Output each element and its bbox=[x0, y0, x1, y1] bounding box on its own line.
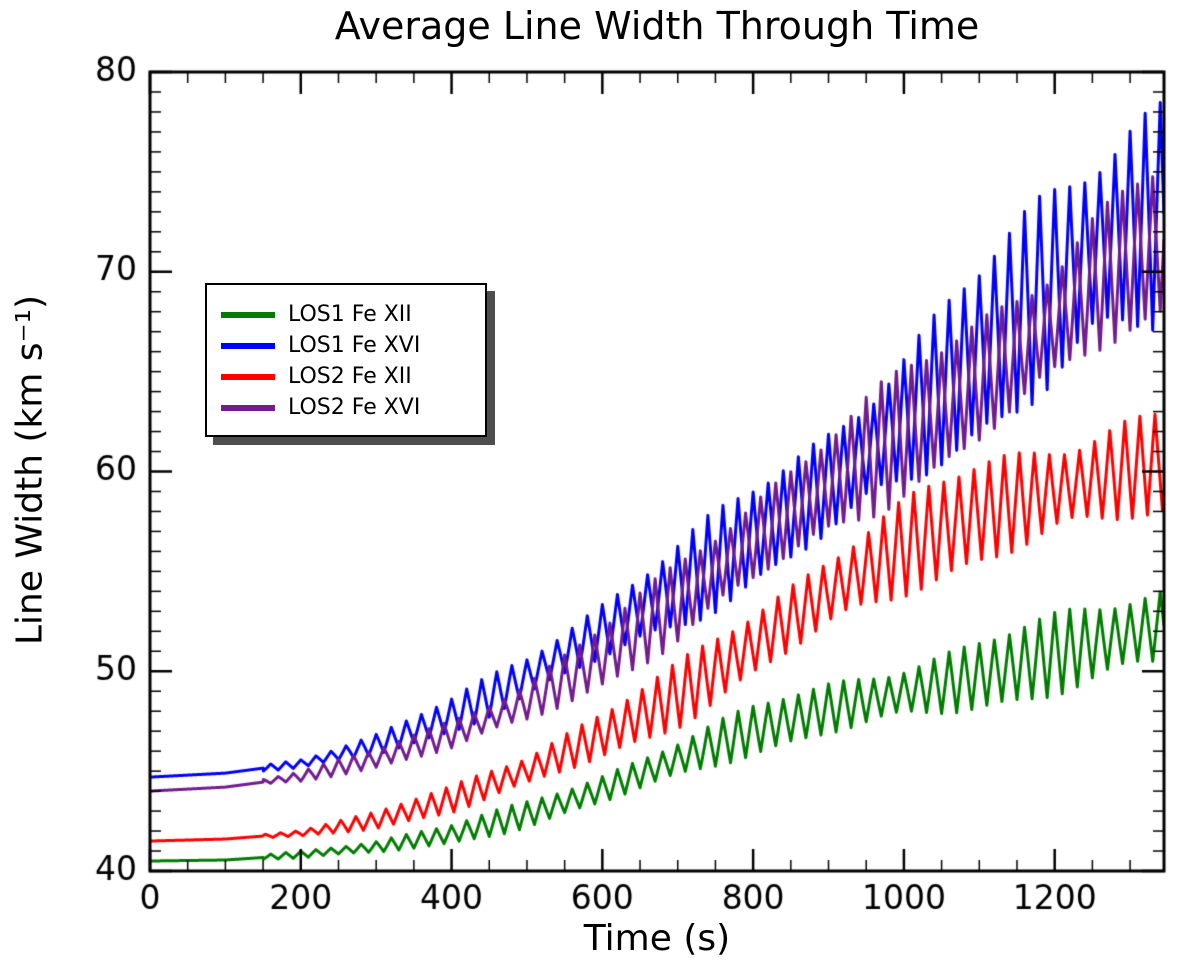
legend-item: LOS1 Fe XVI bbox=[221, 330, 473, 361]
legend-line-swatch bbox=[221, 311, 275, 318]
legend: LOS1 Fe XII LOS1 Fe XVI LOS2 Fe XII LOS2… bbox=[205, 283, 487, 437]
legend-label: LOS1 Fe XVI bbox=[288, 332, 421, 358]
x-axis-label: Time (s) bbox=[583, 918, 731, 959]
legend-label: LOS1 Fe XII bbox=[288, 301, 412, 327]
legend-line-swatch bbox=[221, 342, 275, 349]
legend-label: LOS2 Fe XII bbox=[288, 363, 412, 389]
legend-label: LOS2 Fe XVI bbox=[288, 394, 421, 420]
legend-line-swatch bbox=[221, 373, 275, 380]
legend-item: LOS2 Fe XII bbox=[221, 361, 473, 392]
legend-line-swatch bbox=[221, 404, 275, 411]
legend-item: LOS2 Fe XVI bbox=[221, 392, 473, 423]
y-axis-label: Line Width (km s⁻¹) bbox=[9, 294, 51, 646]
legend-item: LOS1 Fe XII bbox=[221, 299, 473, 330]
